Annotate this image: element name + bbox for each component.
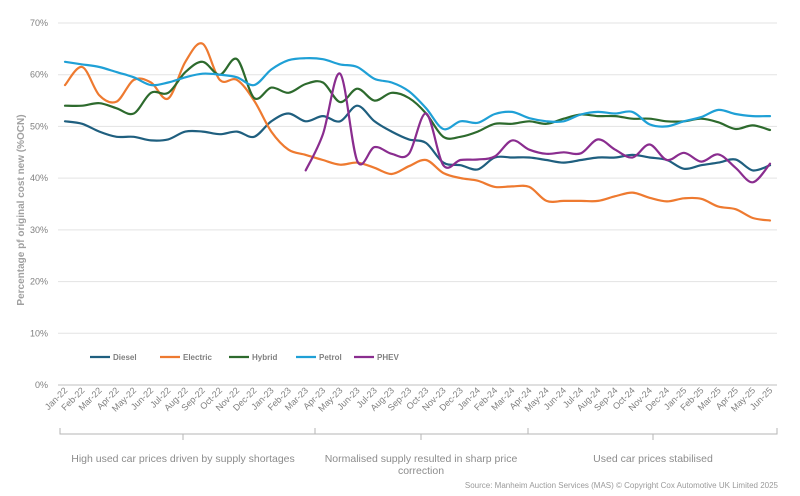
y-tick-label: 20%: [30, 277, 48, 287]
y-tick-label: 50%: [30, 121, 48, 131]
legend-label-petrol: Petrol: [319, 353, 342, 362]
legend-label-electric: Electric: [183, 353, 212, 362]
y-axis-label: Percentage pf original cost new (%OCN): [16, 114, 27, 305]
legend-label-diesel: Diesel: [113, 353, 137, 362]
y-axis-ticks: 0% 10% 20% 30% 40% 50% 60% 70%: [30, 18, 48, 390]
phase-brackets: High used car prices driven by supply sh…: [59, 428, 778, 477]
y-tick-label: 10%: [30, 328, 48, 338]
y-tick-label: 40%: [30, 173, 48, 183]
phase-bracket: [59, 428, 316, 435]
gridlines: [58, 22, 777, 386]
legend-label-phev: PHEV: [377, 353, 399, 362]
phase-bracket: [527, 428, 778, 435]
x-axis-ticks: Jan-22Feb-22Mar-22Apr-22May-22Jun-22Jul-…: [43, 385, 775, 413]
y-tick-label: 30%: [30, 225, 48, 235]
y-tick-label: 70%: [30, 18, 48, 28]
y-tick-label: 0%: [35, 380, 48, 390]
phase-bracket: [314, 428, 529, 435]
phase-label: High used car prices driven by supply sh…: [71, 453, 295, 465]
legend: Diesel Electric Hybrid Petrol PHEV: [90, 353, 399, 362]
series-line-electric: [63, 42, 772, 222]
phase-label: Normalised supply resulted in sharp pric…: [325, 453, 518, 465]
series-line-phev: [304, 72, 772, 184]
series-line-petrol: [63, 57, 772, 131]
phase-label: Used car prices stabilised: [593, 453, 713, 465]
series-line-diesel: [63, 104, 772, 172]
source-note: Source: Manheim Auction Services (MAS) ©…: [465, 481, 779, 490]
series-lines: [63, 42, 772, 222]
legend-label-hybrid: Hybrid: [252, 353, 277, 362]
series-line-hybrid: [63, 57, 772, 140]
y-tick-label: 60%: [30, 70, 48, 80]
phase-label: correction: [398, 465, 444, 477]
